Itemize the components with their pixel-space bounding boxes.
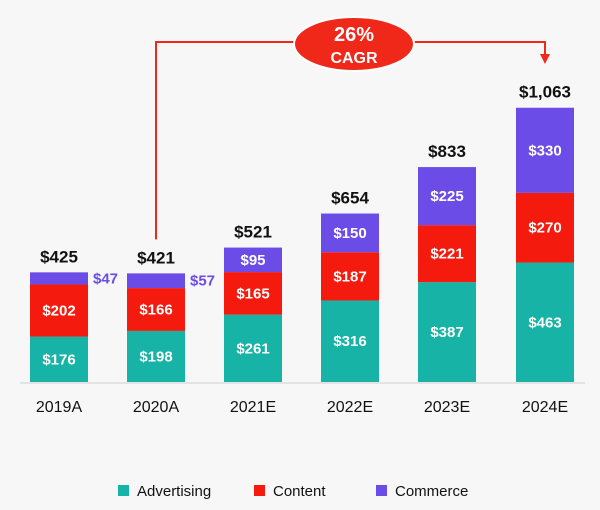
- legend-label-advertising: Advertising: [137, 483, 211, 500]
- value-label-commerce-2020a: $57: [190, 273, 215, 290]
- value-label-advertising-2023e: $387: [430, 324, 463, 341]
- total-label-2024e: $1,063: [519, 83, 571, 102]
- bar-advertising-2021e: [224, 314, 282, 382]
- value-label-advertising-2021e: $261: [236, 340, 269, 357]
- bar-content-2022e: [321, 252, 379, 301]
- value-label-advertising-2020a: $198: [139, 348, 172, 365]
- bar-content-2024e: [516, 192, 574, 263]
- legend-label-content: Content: [273, 483, 326, 500]
- legend-swatch-advertising: [118, 485, 129, 496]
- cagr-annotation: 26% CAGR: [155, 16, 550, 240]
- bar-commerce-2022e: [321, 213, 379, 253]
- total-label-2021e: $521: [234, 223, 272, 242]
- value-label-commerce-2022e: $150: [333, 225, 366, 242]
- bar-commerce-2024e: [516, 107, 574, 193]
- bar-advertising-2019a: [30, 336, 88, 382]
- bar-commerce-2019a: [30, 272, 88, 285]
- total-label-2022e: $654: [331, 188, 369, 207]
- bars-group: $176 $202 $47 $425 2019A $198 $166 $57 $421 2020A…: [20, 83, 585, 416]
- cagr-label: CAGR: [330, 50, 378, 67]
- bar-commerce-2021e: [224, 247, 282, 273]
- bar-content-2020a: [127, 288, 185, 331]
- bar-advertising-2024e: [516, 262, 574, 382]
- value-label-commerce-2023e: $225: [430, 188, 463, 205]
- value-label-content-2024e: $270: [528, 220, 561, 237]
- bar-advertising-2023e: [418, 282, 476, 382]
- cagr-arrowhead: [540, 54, 550, 64]
- total-label-2020a: $421: [137, 248, 175, 267]
- value-label-content-2019a: $202: [42, 303, 75, 320]
- bar-commerce-2023e: [418, 167, 476, 226]
- total-label-2023e: $833: [428, 142, 466, 161]
- total-label-2019a: $425: [40, 247, 78, 266]
- legend-label-commerce: Commerce: [395, 483, 468, 500]
- bar-commerce-2020a: [127, 273, 185, 289]
- category-label-2021e: 2021E: [230, 399, 276, 416]
- bar-content-2023e: [418, 225, 476, 283]
- category-label-2023e: 2023E: [424, 399, 470, 416]
- value-label-commerce-2019a: $47: [93, 270, 118, 287]
- cagr-percent: 26%: [334, 24, 374, 46]
- value-label-content-2021e: $165: [236, 285, 269, 302]
- value-label-advertising-2019a: $176: [42, 351, 75, 368]
- value-label-advertising-2024e: $463: [528, 314, 561, 331]
- value-label-advertising-2022e: $316: [333, 333, 366, 350]
- bar-advertising-2022e: [321, 300, 379, 382]
- category-label-2022e: 2022E: [327, 399, 373, 416]
- bar-content-2019a: [30, 284, 88, 337]
- value-label-content-2023e: $221: [430, 246, 463, 263]
- legend: Advertising Content Commerce: [118, 483, 468, 500]
- value-label-commerce-2024e: $330: [528, 142, 561, 159]
- value-label-commerce-2021e: $95: [240, 252, 265, 269]
- bar-content-2021e: [224, 272, 282, 315]
- cagr-badge: [293, 16, 415, 72]
- category-label-2020a: 2020A: [133, 399, 180, 416]
- value-label-content-2020a: $166: [139, 302, 172, 319]
- category-label-2019a: 2019A: [36, 399, 83, 416]
- legend-swatch-commerce: [376, 485, 387, 496]
- value-label-content-2022e: $187: [333, 268, 366, 285]
- category-label-2024e: 2024E: [522, 399, 568, 416]
- legend-swatch-content: [254, 485, 265, 496]
- bar-advertising-2020a: [127, 330, 185, 382]
